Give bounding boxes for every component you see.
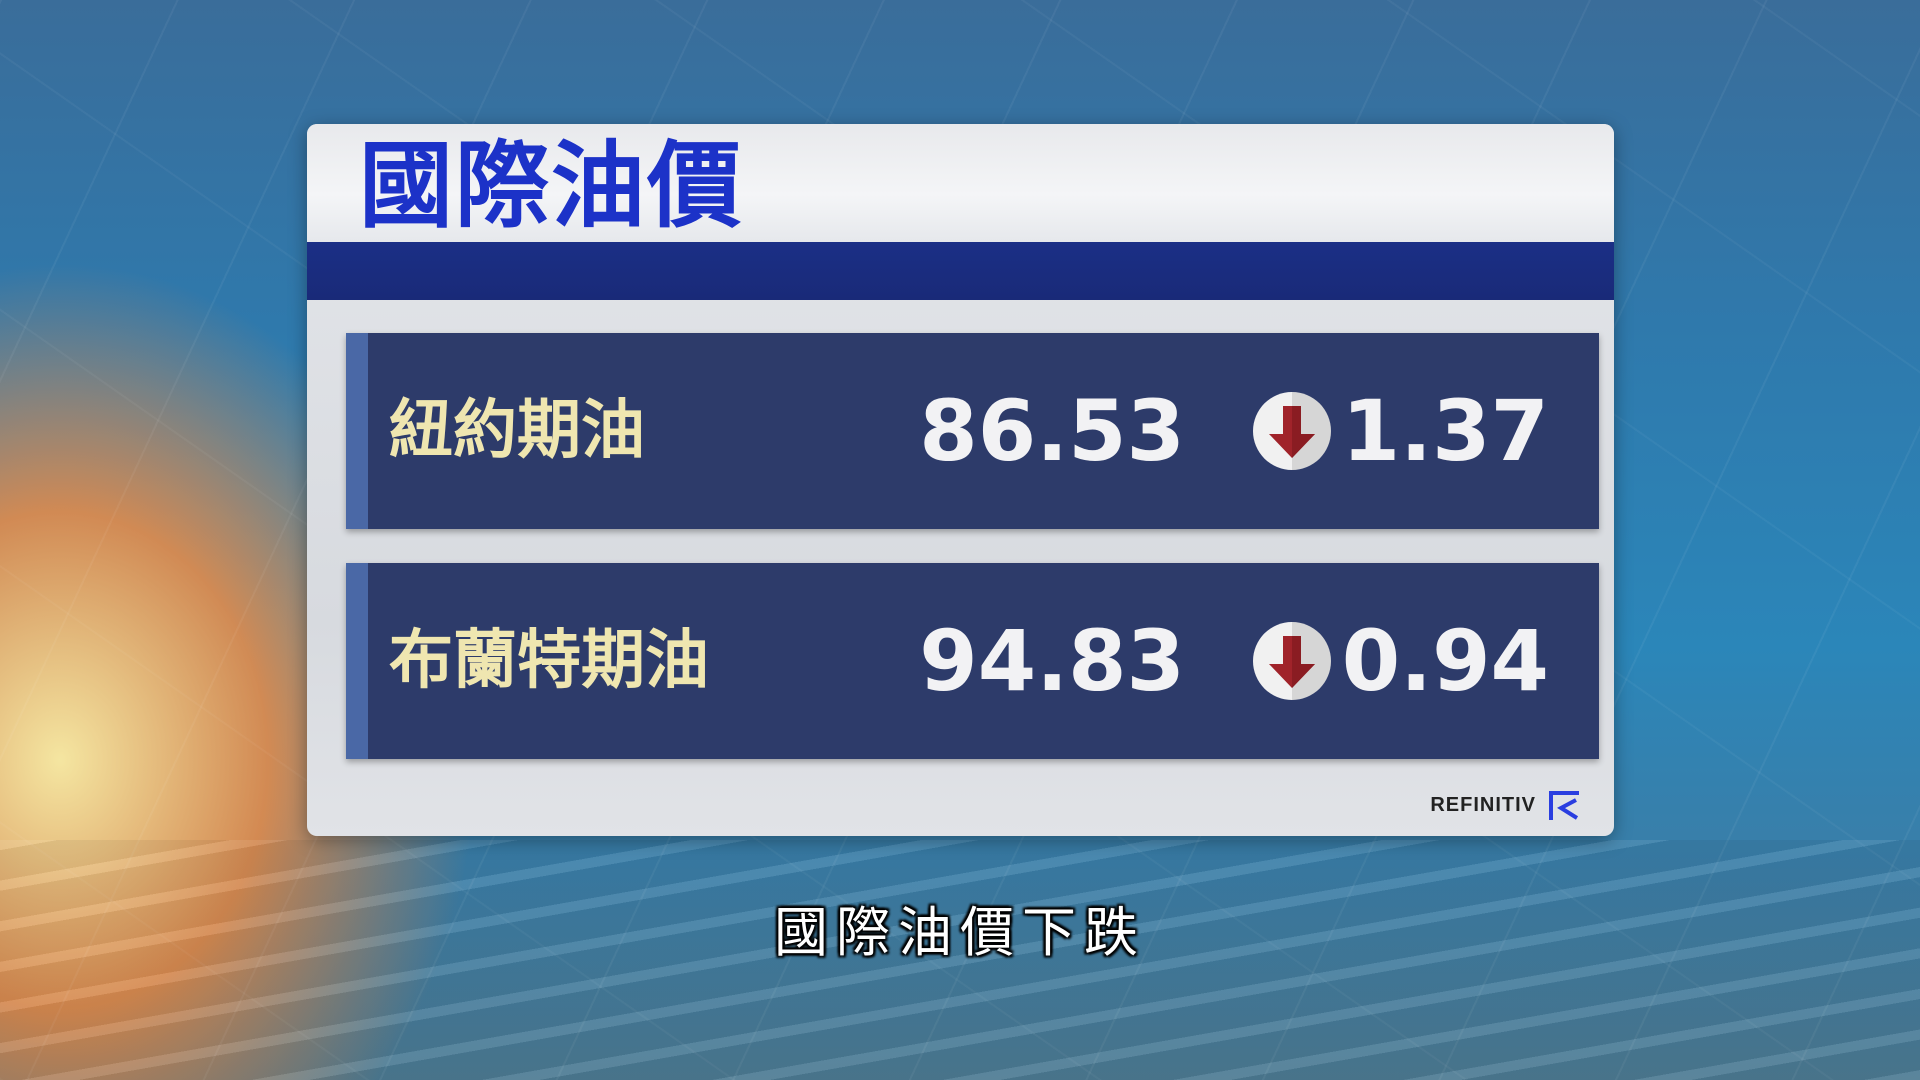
row-stripe bbox=[346, 563, 368, 759]
down-arrow-icon bbox=[1253, 622, 1331, 700]
refinitiv-logo: REFINITIV bbox=[1430, 790, 1582, 820]
down-arrow-icon bbox=[1253, 392, 1331, 470]
panel-title: 國際油價 bbox=[359, 132, 744, 241]
title-bar: 國際油價 bbox=[307, 124, 1614, 242]
price-row-brent: 布蘭特期油 94.83 0.94 bbox=[346, 563, 1599, 759]
row-change: 0.94 bbox=[1341, 612, 1549, 710]
logo-text: REFINITIV bbox=[1430, 793, 1536, 816]
title-band bbox=[307, 242, 1614, 300]
background-floor bbox=[0, 840, 1920, 1080]
row-label: 紐約期油 bbox=[389, 394, 645, 468]
oil-price-panel: 國際油價 紐約期油 86.53 1.37 布蘭特期油 94.83 0.94 RE… bbox=[307, 124, 1614, 836]
row-price: 94.83 bbox=[919, 612, 1185, 710]
row-price: 86.53 bbox=[919, 382, 1185, 480]
price-row-nymex: 紐約期油 86.53 1.37 bbox=[346, 333, 1599, 529]
row-label: 布蘭特期油 bbox=[389, 624, 709, 698]
refinitiv-mark-icon bbox=[1549, 791, 1579, 820]
caption-subtitle: 國際油價下跌 bbox=[774, 901, 1146, 964]
row-stripe bbox=[346, 333, 368, 529]
row-change: 1.37 bbox=[1341, 382, 1549, 480]
